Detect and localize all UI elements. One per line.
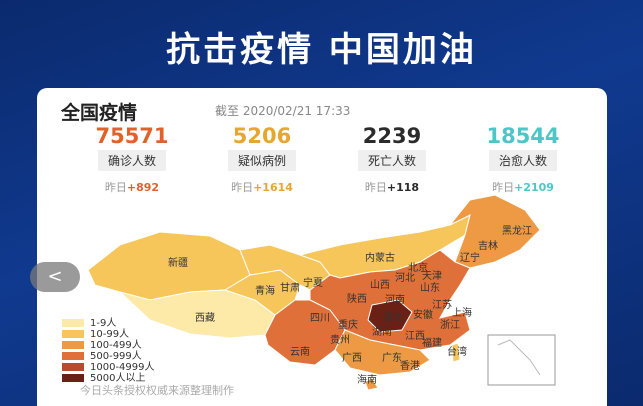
province-label: 上海: [452, 306, 472, 319]
legend-swatch: [62, 352, 84, 360]
province-label: 湖北: [383, 312, 403, 324]
delta-prefix: 昨日: [492, 181, 515, 194]
legend-label: 500-999人: [90, 351, 142, 362]
province-label: 广东: [382, 351, 402, 364]
province-label: 河南: [385, 293, 405, 306]
stat-value: 2239: [362, 124, 422, 148]
delta-prefix: 昨日: [231, 181, 254, 194]
province-label: 内蒙古: [365, 251, 395, 264]
province-label: 江西: [405, 330, 425, 342]
stat-label: 治愈人数: [488, 150, 557, 171]
province-label: 云南: [290, 345, 310, 358]
stat-value: 5206: [232, 124, 292, 148]
delta-value: +2109: [514, 181, 554, 194]
stat-label: 死亡人数: [357, 150, 426, 171]
legend-label: 5000人以上: [90, 373, 146, 384]
province-label: 陕西: [347, 292, 367, 305]
province-label: 福建: [422, 336, 442, 349]
legend-item: 500-999人: [62, 351, 142, 362]
province-label: 江苏: [432, 298, 452, 311]
province-label: 浙江: [440, 319, 460, 331]
province-label: 安徽: [413, 308, 433, 321]
legend-item: 10-99人: [62, 329, 129, 340]
province-label: 宁夏: [303, 276, 323, 289]
legend-swatch: [62, 374, 84, 382]
timestamp: 截至 2020/02/21 17:33: [215, 104, 351, 118]
province-label: 河北: [395, 272, 415, 284]
legend-label: 100-499人: [90, 340, 142, 351]
card-title: 全国疫情: [61, 102, 138, 124]
province-label: 辽宁: [460, 251, 480, 264]
stat-delta-row: 昨日+1614: [197, 179, 327, 195]
stat-value: 75571: [95, 124, 169, 148]
stat: 5206 疑似病例昨日+1614: [197, 124, 327, 195]
stat-delta-row: 昨日+2109: [458, 179, 588, 195]
stat: 18544 治愈人数昨日+2109: [458, 124, 588, 195]
legend-swatch: [62, 330, 84, 338]
legend-item: 5000人以上: [62, 373, 145, 384]
province-label: 重庆: [338, 318, 358, 331]
back-button[interactable]: <: [30, 262, 80, 292]
legend-label: 1000-4999人: [90, 362, 155, 373]
province-label: 北京: [408, 261, 428, 274]
province-label: 青海: [255, 284, 275, 297]
province-label: 西藏: [195, 312, 215, 324]
banner-title: 抗击疫情 中国加油: [166, 30, 477, 70]
legend-item: 1000-4999人: [62, 362, 155, 373]
legend-swatch: [62, 341, 84, 349]
province-label: 贵州: [330, 333, 350, 346]
stat: 75571 确诊人数昨日+892: [67, 124, 197, 195]
province-label: 山西: [370, 279, 390, 291]
province-label: 香港: [400, 360, 420, 372]
province-label: 新疆: [168, 256, 188, 269]
province-label: 四川: [310, 313, 330, 324]
legend-swatch: [62, 319, 84, 327]
legend-label: 10-99人: [90, 329, 130, 340]
legend-swatch: [62, 363, 84, 371]
delta-prefix: 昨日: [364, 181, 387, 194]
stat-value: 18544: [486, 124, 560, 148]
stat: 2239 死亡人数昨日+118: [327, 124, 457, 195]
legend-label: 1-9人: [90, 318, 117, 329]
delta-value: +1614: [253, 181, 293, 194]
province-label: 海南: [357, 373, 377, 386]
legend-item: 100-499人: [62, 340, 142, 351]
delta-value: +892: [126, 181, 160, 194]
province-label: 黑龙江: [502, 224, 532, 237]
province-label: 山东: [420, 281, 440, 294]
legend-item: 1-9人: [62, 318, 116, 329]
footer: 今日头条授权权威来源整理制作: [80, 384, 234, 397]
delta-prefix: 昨日: [104, 181, 127, 194]
stat-label: 确诊人数: [97, 150, 166, 171]
stat-delta-row: 昨日+118: [327, 179, 457, 195]
stat-delta-row: 昨日+892: [67, 179, 197, 195]
province-label: 台湾: [447, 345, 467, 358]
province-label: 吉林: [478, 239, 498, 252]
stat-label: 疑似病例: [227, 150, 296, 171]
province-label: 广西: [342, 352, 362, 364]
province-label: 甘肃: [280, 281, 300, 294]
province-label: 湖南: [372, 325, 392, 338]
delta-value: +118: [386, 181, 420, 194]
province-label: 天津: [422, 270, 442, 282]
